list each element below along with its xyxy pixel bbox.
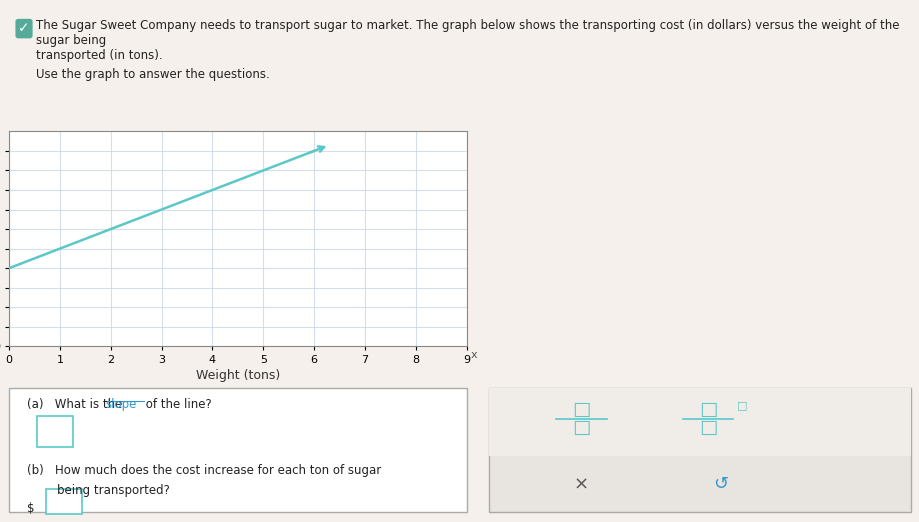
- Text: (b)   How much does the cost increase for each ton of sugar: (b) How much does the cost increase for …: [28, 465, 381, 478]
- Text: Use the graph to answer the questions.: Use the graph to answer the questions.: [36, 68, 269, 81]
- Text: □: □: [572, 400, 590, 419]
- Text: ↺: ↺: [712, 476, 728, 493]
- Text: The Sugar Sweet Company needs to transport sugar to market. The graph below show: The Sugar Sweet Company needs to transpo…: [36, 19, 899, 63]
- Text: □: □: [698, 400, 717, 419]
- X-axis label: Weight (tons): Weight (tons): [196, 370, 279, 383]
- Text: of the line?: of the line?: [142, 398, 211, 410]
- Text: □: □: [572, 418, 590, 437]
- FancyBboxPatch shape: [46, 489, 83, 514]
- Text: slope: slope: [105, 398, 137, 410]
- Text: ✓: ✓: [18, 21, 29, 35]
- Text: □: □: [698, 418, 717, 437]
- FancyBboxPatch shape: [37, 416, 74, 447]
- Text: □: □: [736, 400, 746, 410]
- Text: (a)   What is the: (a) What is the: [28, 398, 127, 410]
- Text: $: $: [28, 502, 39, 515]
- Text: being transported?: being transported?: [57, 484, 169, 497]
- Text: ×: ×: [573, 476, 588, 493]
- FancyBboxPatch shape: [488, 388, 910, 456]
- Text: x: x: [471, 350, 477, 360]
- FancyBboxPatch shape: [488, 388, 910, 512]
- FancyBboxPatch shape: [9, 388, 466, 512]
